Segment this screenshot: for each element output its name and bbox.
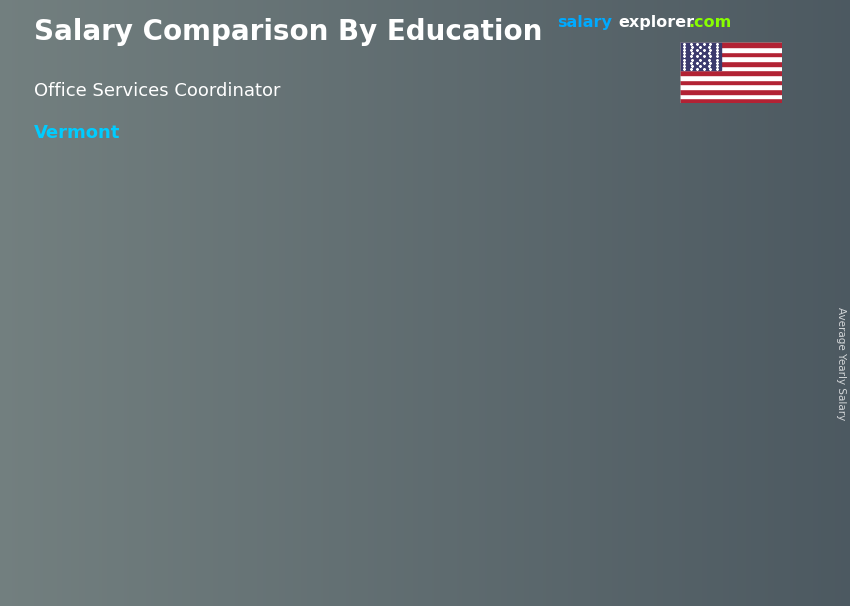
Bar xyxy=(680,89,782,94)
Polygon shape xyxy=(353,310,461,322)
Text: +38%: +38% xyxy=(456,225,555,253)
Polygon shape xyxy=(440,310,461,533)
Bar xyxy=(680,98,782,103)
Text: Certificate or
Diploma: Certificate or Diploma xyxy=(357,565,457,600)
Text: Average Yearly Salary: Average Yearly Salary xyxy=(836,307,846,420)
Text: Bachelor's
Degree: Bachelor's Degree xyxy=(586,565,666,600)
Bar xyxy=(680,42,782,47)
Bar xyxy=(680,70,782,75)
Text: +43%: +43% xyxy=(240,282,338,310)
Text: .com: .com xyxy=(688,15,732,30)
Bar xyxy=(680,84,782,89)
Bar xyxy=(571,241,659,533)
Bar xyxy=(680,75,782,80)
Bar xyxy=(680,47,782,52)
Bar xyxy=(680,65,782,70)
Text: Vermont: Vermont xyxy=(34,124,121,142)
Text: salary: salary xyxy=(557,15,612,30)
Text: 42,000 USD: 42,000 USD xyxy=(171,350,276,365)
Polygon shape xyxy=(139,373,246,385)
Polygon shape xyxy=(571,229,680,241)
Bar xyxy=(353,322,440,533)
Bar xyxy=(680,80,782,84)
Polygon shape xyxy=(226,373,246,533)
Text: 83,100 USD: 83,100 USD xyxy=(586,205,690,220)
Bar xyxy=(680,42,721,70)
Text: 60,200 USD: 60,200 USD xyxy=(373,285,479,301)
Bar xyxy=(680,94,782,98)
Text: explorer: explorer xyxy=(618,15,694,30)
Text: Office Services Coordinator: Office Services Coordinator xyxy=(34,82,280,100)
Polygon shape xyxy=(659,229,680,533)
Bar xyxy=(680,56,782,61)
Bar xyxy=(680,61,782,65)
Text: High School: High School xyxy=(147,565,238,580)
Bar xyxy=(139,385,226,533)
Text: Salary Comparison By Education: Salary Comparison By Education xyxy=(34,18,542,46)
Bar xyxy=(680,52,782,56)
